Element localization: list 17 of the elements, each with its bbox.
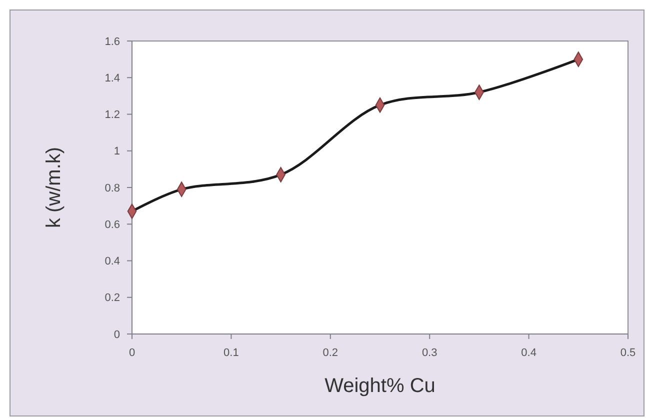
- y-tick-label: 1.2: [104, 109, 120, 122]
- y-axis-title: k (w/m.k): [43, 146, 65, 228]
- y-tick-label: 0.4: [104, 256, 120, 268]
- x-tick-label: 0: [128, 347, 136, 359]
- y-tick-label: 0.6: [104, 218, 120, 231]
- y-tick-label: 0.2: [104, 292, 120, 304]
- x-tick-label: 0.2: [322, 347, 338, 359]
- y-tick-label: 1.4: [104, 72, 120, 84]
- y-tick-label: 0: [114, 328, 120, 341]
- y-tick-label: 0.8: [104, 182, 120, 194]
- x-tick-label: 0.4: [521, 347, 536, 359]
- y-tick-label: 1: [114, 146, 120, 158]
- x-axis-title: Weight% Cu: [324, 375, 436, 397]
- y-tick-label: 1.6: [104, 36, 120, 48]
- x-tick-label: 0.1: [224, 347, 239, 359]
- x-tick-label: 0.5: [620, 347, 636, 359]
- x-tick-label: 0.3: [422, 347, 438, 359]
